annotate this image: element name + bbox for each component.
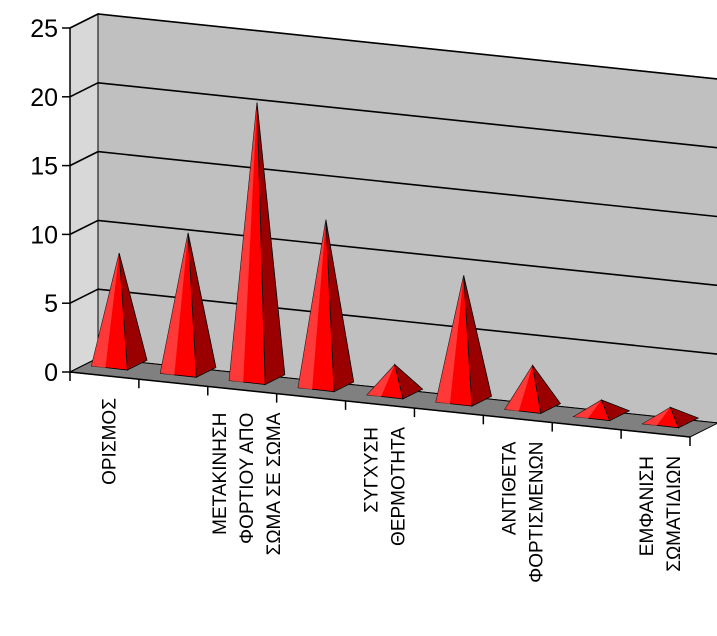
gridline (69, 288, 717, 355)
bar-highlight (642, 407, 671, 426)
gridlines (69, 13, 717, 355)
bar (366, 363, 424, 400)
y-tick-label: 20 (30, 84, 58, 112)
x-tick-label: ΑΝΤΙΘΕΤΑ (499, 441, 520, 535)
x-tick-label: ΘΕΡΜΟΤΗΤΑ (389, 427, 410, 546)
bar (572, 399, 631, 422)
side-wall (69, 13, 99, 373)
bar (228, 102, 286, 386)
y-tick-label: 5 (44, 290, 58, 318)
bar-highlight (298, 219, 326, 390)
x-axis: ΟΡΙΣΜΟΣ ΜΕΤΑΚΙΝΗΣΗ ΦΟΡΤΙΟΥ ΑΠΟ ΣΩΜΑ ΣΕ ΣΩΜΑ… (69, 371, 691, 583)
x-tick-label: ΦΟΡΤΙΣΜΕΝΩΝ (526, 442, 547, 583)
y-tick-label: 10 (30, 221, 58, 249)
x-tick-label: ΟΡΙΣΜΟΣ (99, 398, 120, 485)
x-tick-label: ΣΩΜΑΤΙΔΙΩΝ (664, 456, 685, 572)
gridline (69, 13, 717, 80)
bar (159, 232, 217, 378)
bars (90, 102, 700, 429)
bar-highlight (160, 232, 189, 376)
y-tick-label: 25 (30, 15, 58, 43)
gridline (69, 219, 717, 287)
bar-highlight (229, 102, 257, 383)
bar (297, 219, 355, 393)
x-axis-line (69, 371, 691, 438)
x-tick-label: ΜΕΤΑΚΙΝΗΣΗ (210, 413, 231, 535)
bar (504, 364, 562, 414)
bar-highlight (91, 253, 120, 368)
bar (641, 406, 700, 429)
y-tick-label: 0 (44, 359, 58, 387)
x-tick-label: ΕΜΦΑΝΙΣΗ (637, 456, 658, 556)
x-tick-label: ΦΟΡΤΙΟΥ ΑΠΟ (237, 413, 258, 544)
bar-highlight (573, 400, 602, 419)
bar-highlight (435, 275, 464, 405)
gridline (69, 81, 717, 149)
bar (435, 275, 492, 407)
x-tick-label: ΣΩΜΑ ΣΕ ΣΩΜΑ (264, 412, 285, 555)
bar (90, 253, 148, 371)
x-tick-label: ΣΥΓΧΥΣΗ (362, 427, 383, 513)
y-axis: 0 5 10 15 20 25 (30, 15, 71, 387)
y-tick-label: 15 (30, 153, 58, 181)
gridline (69, 150, 717, 218)
bar-highlight (504, 365, 533, 412)
bar-highlight (367, 364, 395, 397)
